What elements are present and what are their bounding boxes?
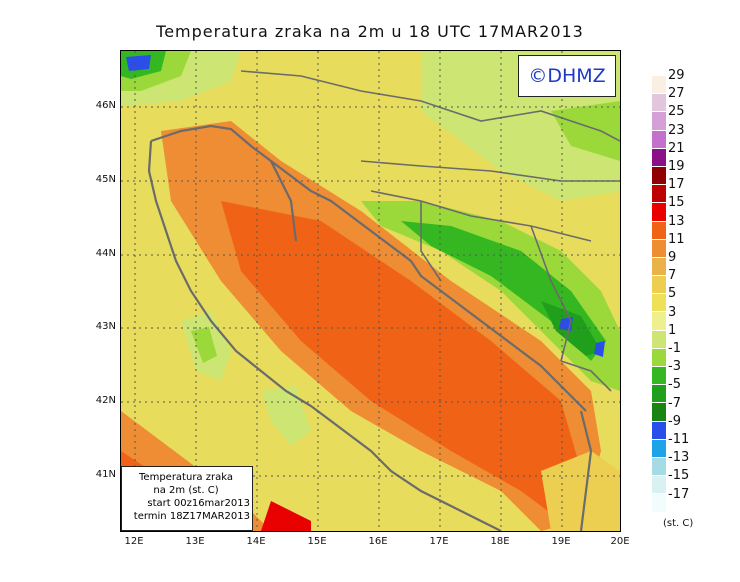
- colorbar-label: 5: [668, 286, 677, 302]
- colorbar-label: 11: [668, 231, 685, 247]
- colorbar-swatch: [652, 421, 666, 440]
- green-band-dinaric: [361, 201, 620, 391]
- colorbar-label: 1: [668, 322, 677, 338]
- cold-spot-se: [594, 341, 605, 357]
- colorbar-label: 13: [668, 213, 685, 229]
- colorbar-label: 19: [668, 159, 685, 174]
- green-zone-ne: [551, 101, 620, 161]
- cool-zone-italy-s: [261, 386, 311, 446]
- border-montenegro: [560, 360, 612, 392]
- colorbar-label: 23: [668, 122, 685, 138]
- adriatic-west-coast: [147, 140, 502, 531]
- colorbar: [652, 76, 666, 513]
- dgreen-band-dinaric: [401, 221, 606, 361]
- lon-label: 14E: [246, 536, 266, 547]
- colorbar-swatch: [652, 276, 666, 295]
- lon-label: 20E: [610, 536, 630, 547]
- colorbar-label: 21: [668, 140, 685, 156]
- colorbar-swatch: [652, 476, 666, 495]
- colorbar-swatch: [652, 494, 666, 513]
- info-line-1: Temperatura zraka: [139, 472, 233, 483]
- border-bosnia-e: [530, 225, 572, 362]
- lon-label: 16E: [368, 536, 388, 547]
- lat-label: 46N: [95, 100, 116, 111]
- graticule: [121, 51, 620, 531]
- info-line-4: termin 18Z17MAR2013: [133, 511, 250, 522]
- borders: [240, 70, 620, 392]
- colorbar-label: 27: [668, 86, 685, 102]
- map-title: Temperatura zraka na 2m u 18 UTC 17MAR20…: [156, 22, 584, 41]
- colorbar-label: 17: [668, 177, 685, 193]
- colorbar-swatch: [652, 94, 666, 113]
- lat-label: 42N: [95, 395, 116, 406]
- colorbar-label: -7: [668, 395, 681, 411]
- border-north: [240, 70, 620, 142]
- colorbar-swatch: [652, 130, 666, 149]
- istria-coast: [270, 160, 298, 242]
- colorbar-swatch: [652, 385, 666, 404]
- lat-label: 45N: [95, 174, 116, 185]
- colorbar-label: -11: [668, 432, 690, 447]
- info-line-3: start 00z16mar2013: [147, 498, 250, 509]
- colorbar-label: -15: [668, 468, 690, 484]
- lon-label: 18E: [490, 536, 510, 547]
- colorbar-swatch: [652, 294, 666, 313]
- colorbar-swatch: [652, 312, 666, 331]
- coastline: [147, 124, 593, 531]
- colorbar-label: -5: [668, 377, 681, 393]
- albania-coast: [579, 410, 593, 531]
- tyrrhenian-red: [261, 501, 311, 531]
- dhmz-logo: ©DHMZ: [518, 55, 616, 97]
- lat-label: 43N: [95, 321, 116, 332]
- border-bosnia-w: [420, 201, 442, 282]
- lon-label: 13E: [185, 536, 205, 547]
- colorbar-label: 7: [668, 268, 677, 284]
- lon-label: 12E: [124, 536, 144, 547]
- colorbar-label: -3: [668, 359, 681, 375]
- colorbar-swatch: [652, 403, 666, 422]
- colorbar-label: -9: [668, 413, 681, 429]
- ionian-coast: [541, 451, 620, 531]
- cold-spot-alps: [126, 55, 151, 71]
- adriatic-east-coast: [150, 124, 587, 412]
- colorbar-swatch: [652, 221, 666, 240]
- colorbar-unit: (st. C): [663, 518, 694, 529]
- colorbar-swatch: [652, 457, 666, 477]
- lon-label: 15E: [307, 536, 327, 547]
- temperature-map: ©DHMZ Temperatura zraka na 2m (st. C) st…: [120, 50, 621, 532]
- border-sava: [360, 160, 620, 182]
- green-zone-italy: [191, 327, 217, 363]
- colorbar-swatch: [652, 166, 666, 186]
- colorbar-label: 9: [668, 250, 677, 265]
- colorbar-label: 15: [668, 195, 685, 211]
- colorbar-swatch: [652, 257, 666, 277]
- colorbar-swatch: [652, 112, 666, 131]
- colorbar-swatch: [652, 185, 666, 204]
- colorbar-swatch: [652, 348, 666, 367]
- colorbar-label: -13: [668, 450, 690, 466]
- info-line-2: na 2m (st. C): [153, 485, 219, 496]
- colorbar-label: -1: [668, 341, 681, 356]
- lon-label: 19E: [551, 536, 571, 547]
- temperature-field: [121, 51, 620, 531]
- adriatic-hot: [221, 201, 581, 521]
- colorbar-swatch: [652, 76, 666, 95]
- colorbar-swatch: [652, 203, 666, 222]
- colorbar-label: 25: [668, 104, 685, 120]
- lat-label: 41N: [95, 469, 116, 480]
- colorbar-label: -17: [668, 486, 690, 502]
- info-box: Temperatura zraka na 2m (st. C) start 00…: [121, 466, 253, 531]
- colorbar-swatch: [652, 148, 666, 167]
- colorbar-swatch: [652, 239, 666, 258]
- lat-label: 44N: [95, 248, 116, 259]
- colorbar-swatch: [652, 330, 666, 349]
- colorbar-swatch: [652, 367, 666, 386]
- border-bosnia-n: [370, 190, 592, 242]
- lon-label: 17E: [429, 536, 449, 547]
- colorbar-label: 29: [668, 68, 685, 83]
- colorbar-label: 3: [668, 304, 677, 320]
- colorbar-swatch: [652, 439, 666, 458]
